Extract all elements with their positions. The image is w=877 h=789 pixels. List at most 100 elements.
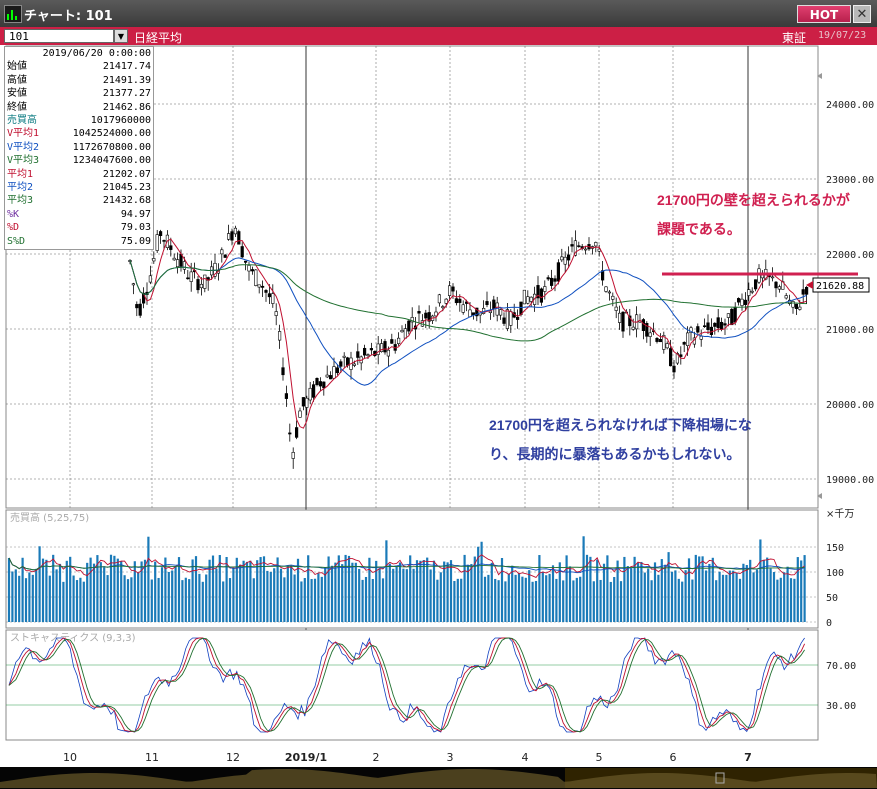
volume-bar bbox=[602, 563, 606, 622]
volume-bar bbox=[167, 571, 170, 622]
info-value: 21045.23 bbox=[102, 182, 151, 194]
volume-bar bbox=[28, 572, 31, 622]
volume-bar bbox=[531, 581, 534, 622]
candle-body bbox=[182, 261, 187, 270]
candle-body bbox=[142, 292, 146, 304]
x-axis-label: 2 bbox=[373, 751, 380, 764]
volume-bar bbox=[640, 561, 643, 622]
x-axis-label: 6 bbox=[670, 751, 677, 764]
info-value: 94.97 bbox=[120, 208, 151, 220]
info-row: 平均3 21432.68 bbox=[5, 194, 153, 207]
volume-bar bbox=[684, 570, 687, 622]
volume-bar bbox=[89, 557, 92, 622]
volume-bar bbox=[208, 559, 211, 622]
volume-bar bbox=[670, 571, 674, 622]
volume-bar bbox=[72, 575, 75, 622]
candle-body bbox=[315, 378, 319, 385]
volume-bar bbox=[667, 552, 670, 622]
last-date: 19/07/23 bbox=[818, 30, 867, 41]
volume-bar bbox=[293, 574, 296, 622]
volume-bar bbox=[749, 559, 752, 622]
info-label: %D bbox=[7, 222, 20, 234]
candle-body bbox=[689, 327, 693, 333]
candle-body bbox=[325, 374, 329, 378]
candle-body bbox=[437, 294, 442, 304]
volume-bar bbox=[228, 578, 232, 622]
candle-body bbox=[281, 367, 285, 376]
info-label: V平均1 bbox=[7, 128, 40, 140]
volume-bar bbox=[232, 567, 235, 622]
volume-bar bbox=[324, 567, 327, 622]
volume-bar bbox=[800, 560, 803, 622]
candle-body bbox=[254, 269, 258, 286]
candle-body bbox=[648, 332, 652, 337]
candle-body bbox=[709, 326, 713, 335]
info-label: 終値 bbox=[7, 101, 27, 113]
symbol-code-input[interactable]: 101 bbox=[4, 29, 114, 43]
volume-bar bbox=[103, 567, 106, 622]
candle-body bbox=[804, 286, 809, 295]
scroll-left-icon[interactable] bbox=[817, 73, 822, 79]
volume-bar bbox=[75, 580, 79, 622]
candle-body bbox=[645, 323, 649, 337]
candle-body bbox=[522, 289, 526, 305]
candle-body bbox=[801, 289, 805, 295]
candle-body bbox=[509, 311, 513, 326]
volume-bar bbox=[592, 581, 595, 622]
info-value: 1017960000 bbox=[90, 115, 151, 127]
scroll-left-icon[interactable] bbox=[817, 493, 822, 499]
candle-body bbox=[369, 348, 374, 351]
candle-body bbox=[444, 298, 448, 304]
candle-body bbox=[679, 354, 683, 357]
candle-body bbox=[611, 295, 615, 300]
candle-body bbox=[607, 291, 611, 294]
volume-bar bbox=[677, 578, 680, 622]
candle-body bbox=[335, 367, 340, 374]
candle-body bbox=[560, 256, 564, 261]
volume-bar bbox=[171, 570, 174, 622]
candle-body bbox=[301, 397, 306, 407]
candle-body bbox=[672, 365, 676, 373]
volume-bar bbox=[582, 536, 585, 622]
candle-body bbox=[454, 298, 459, 304]
candle-body bbox=[379, 343, 384, 352]
candle-body bbox=[617, 312, 622, 323]
info-row: V平均1 1042524000.00 bbox=[5, 127, 153, 140]
volume-unit-label: ×千万 bbox=[826, 508, 854, 520]
volume-bar bbox=[429, 569, 432, 622]
candle-body bbox=[539, 288, 543, 303]
volume-bar bbox=[514, 574, 517, 622]
candle-body bbox=[604, 286, 608, 292]
volume-bar bbox=[266, 570, 269, 622]
volume-bar bbox=[698, 556, 701, 622]
chevron-down-icon[interactable]: ▼ bbox=[114, 29, 128, 43]
volume-bar bbox=[201, 581, 204, 622]
volume-bar bbox=[354, 562, 357, 622]
candle-body bbox=[298, 410, 302, 418]
candle-body bbox=[148, 275, 153, 283]
candle-body bbox=[614, 306, 618, 311]
candle-body bbox=[791, 301, 795, 308]
volume-bar bbox=[551, 565, 555, 622]
overview-grip-icon[interactable] bbox=[715, 772, 725, 784]
candle-body bbox=[407, 320, 411, 332]
hot-button[interactable]: HOT bbox=[797, 5, 851, 23]
volume-bar bbox=[585, 554, 589, 622]
volume-bar bbox=[55, 569, 58, 622]
info-value: 1172670800.00 bbox=[72, 141, 151, 153]
volume-bar bbox=[715, 580, 718, 622]
volume-bar bbox=[759, 539, 762, 622]
stochastic-panel-label: ストキャスティクス (9,3,3) bbox=[10, 632, 136, 644]
volume-bar bbox=[504, 581, 507, 622]
volume-bar bbox=[92, 563, 96, 622]
candle-body bbox=[332, 366, 336, 379]
volume-bar bbox=[738, 578, 742, 622]
volume-bar bbox=[718, 571, 721, 622]
candle-body bbox=[696, 326, 700, 333]
close-button[interactable]: ✕ bbox=[853, 5, 871, 23]
volume-bar bbox=[432, 560, 436, 622]
volume-bar bbox=[728, 570, 731, 622]
volume-bar bbox=[79, 577, 82, 622]
volume-bar bbox=[483, 576, 487, 622]
candle-body bbox=[352, 363, 357, 366]
